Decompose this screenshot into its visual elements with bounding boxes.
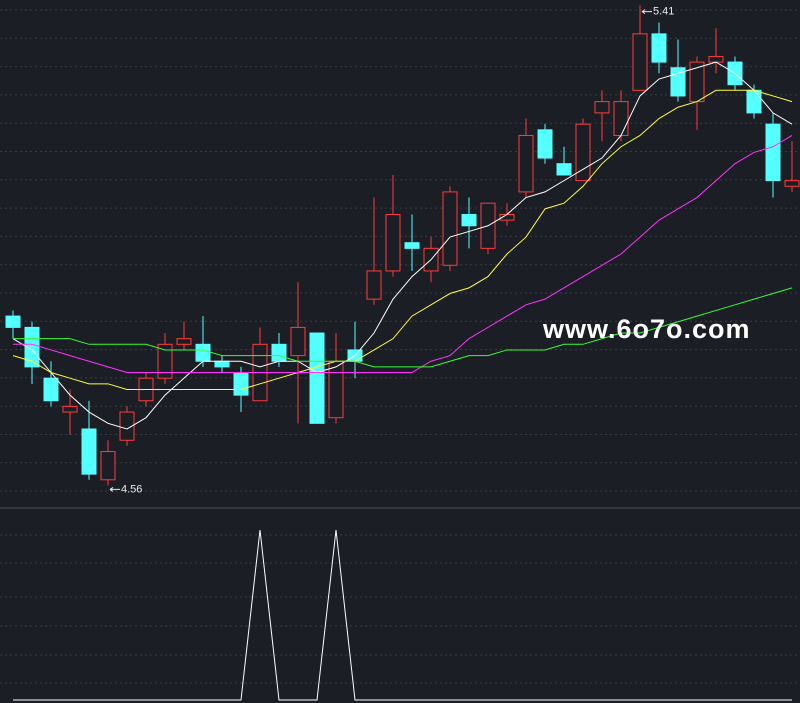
candle-body bbox=[784, 180, 800, 187]
candle-body bbox=[366, 270, 382, 300]
candle-body bbox=[442, 191, 458, 266]
candle-body bbox=[594, 101, 610, 114]
candle-body bbox=[537, 129, 553, 159]
annotation: 4.56 bbox=[121, 483, 142, 495]
candle-body bbox=[328, 360, 344, 419]
candle-body bbox=[5, 315, 21, 328]
candle-body bbox=[214, 360, 230, 368]
candle-body bbox=[195, 343, 211, 362]
candle-body bbox=[176, 338, 192, 345]
price-panel: 5.41 4.56 bbox=[5, 6, 800, 495]
candle-body bbox=[271, 343, 287, 362]
candle-body bbox=[575, 123, 591, 182]
candle-body bbox=[290, 326, 306, 357]
line-series bbox=[13, 287, 793, 368]
watermark: www.6o7o.com bbox=[542, 314, 751, 344]
line-series bbox=[13, 135, 793, 374]
candle-body bbox=[613, 101, 629, 136]
candle-body bbox=[309, 332, 325, 424]
candle-body bbox=[518, 134, 534, 193]
candle-body bbox=[708, 55, 724, 63]
candle-body bbox=[746, 89, 762, 114]
indicator-panel bbox=[13, 529, 792, 701]
candle-body bbox=[632, 33, 648, 91]
annotation: 5.41 bbox=[653, 6, 674, 18]
line-series bbox=[12, 61, 793, 430]
candle-body bbox=[385, 213, 401, 272]
candle-body bbox=[157, 343, 173, 379]
line-series bbox=[12, 89, 793, 390]
candle-body bbox=[24, 326, 40, 368]
candle-body bbox=[100, 451, 116, 481]
candle-body bbox=[461, 213, 477, 227]
candle-body bbox=[43, 377, 59, 402]
candle-body bbox=[62, 405, 78, 413]
annotation-arrow bbox=[109, 487, 120, 492]
candle-body bbox=[119, 411, 135, 441]
candle-body bbox=[651, 33, 667, 63]
candle-body bbox=[81, 428, 97, 475]
annotation-arrow bbox=[641, 9, 652, 15]
candle-body bbox=[233, 372, 249, 396]
candle-body bbox=[404, 242, 420, 249]
candle-body bbox=[765, 123, 781, 182]
candle-body bbox=[556, 163, 572, 176]
line-series bbox=[13, 529, 792, 701]
